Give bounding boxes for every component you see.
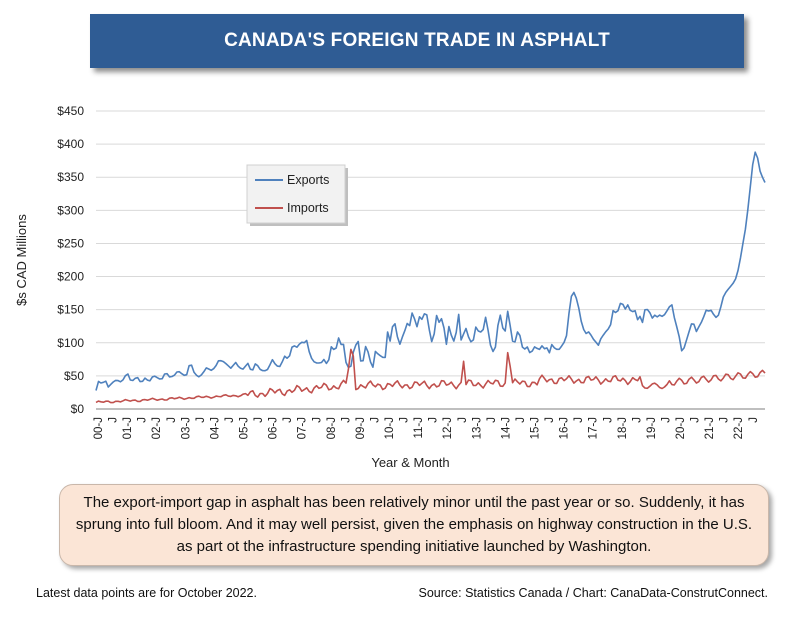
x-tick-label: J (282, 417, 294, 423)
x-tick-label: 21-J (704, 417, 716, 439)
chart-title: CANADA'S FOREIGN TRADE IN ASPHALT (90, 14, 744, 68)
source-note: Source: Statistics Canada / Chart: CanaD… (418, 586, 768, 600)
y-tick-label: $300 (57, 203, 84, 217)
x-tick-label: 07-J (297, 417, 309, 439)
legend (246, 164, 346, 224)
x-tick-label: 11-J (413, 417, 425, 439)
x-tick-label: J (369, 417, 381, 423)
commentary-text: The export-import gap in asphalt has bee… (75, 494, 753, 555)
x-tick-label: J (399, 417, 411, 423)
x-tick-label: 16-J (559, 417, 571, 439)
x-tick-label: 03-J (180, 417, 192, 439)
y-tick-label: $250 (57, 236, 84, 250)
y-tick-label: $100 (57, 336, 84, 350)
x-axis-title: Year & Month (371, 455, 449, 470)
chart: $0 $50 $100 $150 $200 $250 $300 $350 $400 $450 00-… (14, 104, 766, 470)
x-tick-label: 10-J (384, 417, 396, 439)
x-tick-label: J (253, 417, 265, 423)
x-tick-label: J (428, 417, 440, 423)
x-tick-label: 00-J (93, 417, 105, 439)
x-tick-label: J (137, 417, 149, 423)
x-tick-label: 14-J (500, 417, 512, 439)
x-tick-label: J (748, 417, 760, 423)
x-tick-label: J (108, 417, 120, 423)
x-tick-label: J (573, 417, 585, 423)
x-tick-label: 09-J (355, 417, 367, 439)
x-tick-label: 05-J (239, 417, 251, 439)
x-tick-label: J (631, 417, 643, 423)
series-line-imports (95, 348, 766, 404)
y-tick-label: $350 (57, 170, 84, 184)
x-tick-label: J (457, 417, 469, 423)
x-tick-label: J (719, 417, 731, 423)
x-tick-label: 17-J (588, 417, 600, 439)
x-tick-label: 01-J (122, 417, 134, 439)
x-tick-label: J (660, 417, 672, 423)
x-tick-label: 18-J (617, 417, 629, 439)
x-tick-label: 20-J (675, 417, 687, 439)
x-tick-label: 08-J (326, 417, 338, 439)
y-axis-title: $s CAD Millions (14, 214, 29, 306)
x-tick-label: J (195, 417, 207, 423)
series-line-exports (95, 151, 766, 391)
x-tick-label: 13-J (471, 417, 483, 439)
x-tick-label: 06-J (268, 417, 280, 439)
x-tick-label: 19-J (646, 417, 658, 439)
y-tick-label: $50 (64, 369, 84, 383)
x-tick-label: J (486, 417, 498, 423)
x-tick-label: J (690, 417, 702, 423)
y-tick-label: $400 (57, 137, 84, 151)
x-tick-label: J (166, 417, 178, 423)
x-tick-label: J (602, 417, 614, 423)
y-tick-label: $200 (57, 270, 84, 284)
x-tick-label: J (544, 417, 556, 423)
x-tick-label: J (311, 417, 323, 423)
legend-label: Imports (287, 201, 329, 215)
x-tick-label: 04-J (209, 417, 221, 439)
latest-data-note: Latest data points are for October 2022. (36, 586, 257, 600)
x-tick-label: 12-J (442, 417, 454, 439)
x-tick-label: 22-J (733, 417, 745, 439)
x-tick-label: J (224, 417, 236, 423)
y-tick-label: $150 (57, 303, 84, 317)
x-tick-label: 15-J (530, 417, 542, 439)
x-tick-label: J (515, 417, 527, 423)
commentary-box: The export-import gap in asphalt has bee… (59, 484, 769, 566)
y-tick-label: $450 (57, 104, 84, 118)
x-tick-label: 02-J (151, 417, 163, 439)
x-tick-label: J (340, 417, 352, 423)
legend-label: Exports (287, 173, 329, 187)
y-tick-label: $0 (71, 402, 85, 416)
